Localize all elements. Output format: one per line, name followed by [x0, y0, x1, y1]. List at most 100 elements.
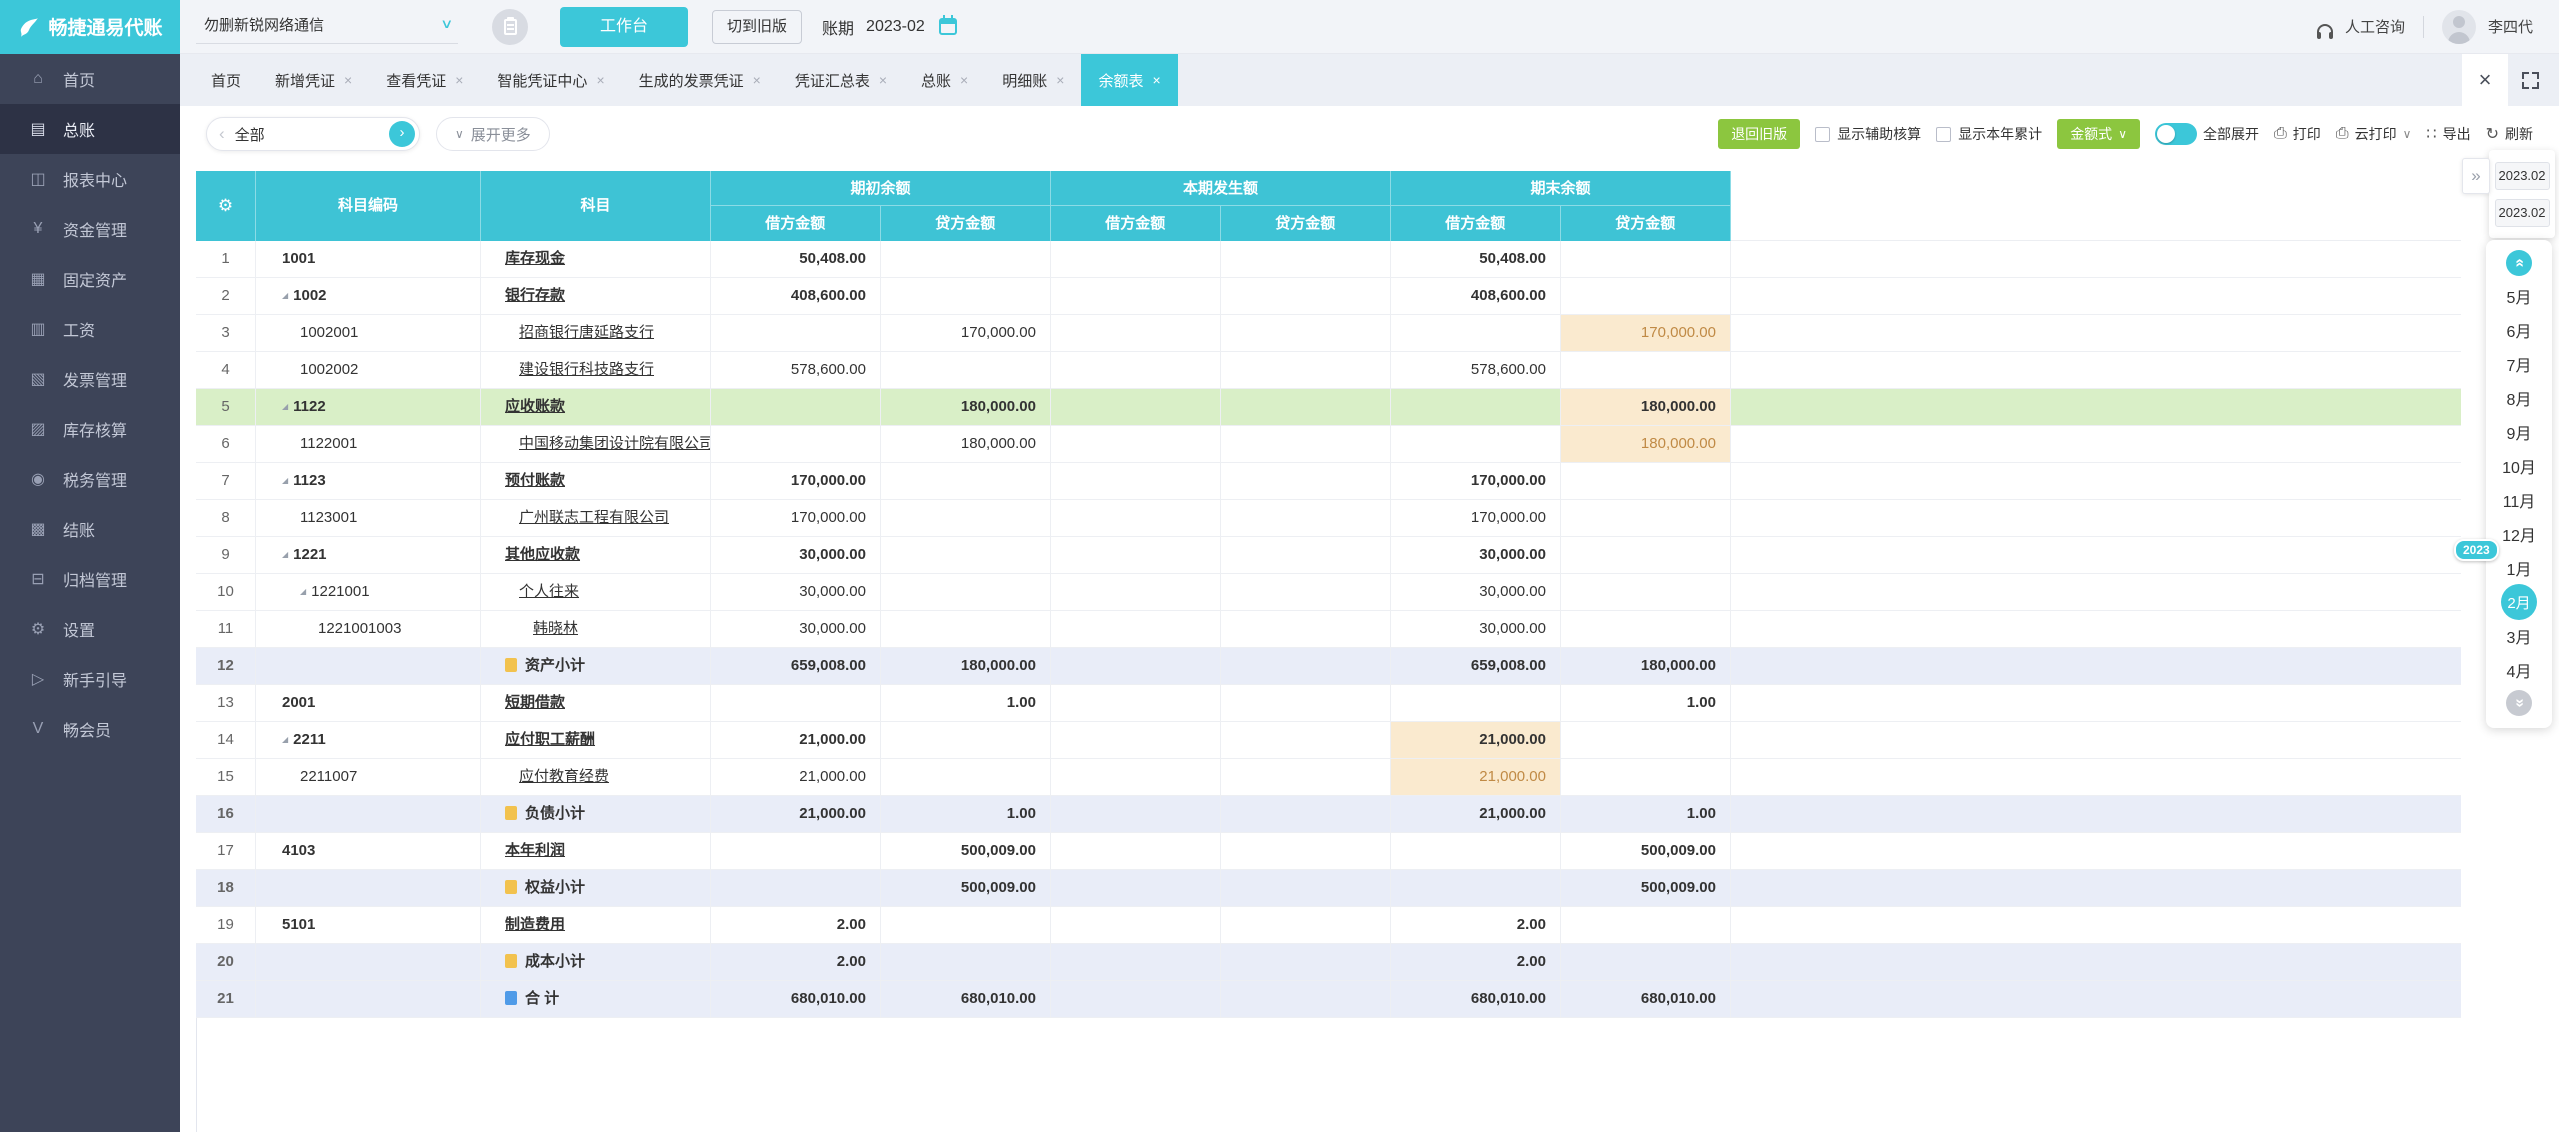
table-row[interactable]: 7 ◢ 1123 预付账款 170,000.00 170,000.00 — [196, 463, 2461, 500]
month-item[interactable]: 1月 2023 — [2454, 539, 2552, 585]
tab-close-icon[interactable]: × — [1152, 72, 1161, 88]
sidebar-item-reports[interactable]: ◫ 报表中心 — [0, 154, 180, 204]
table-row[interactable]: 15 2211007 应付教育经费 21,000.00 21,000.00 — [196, 759, 2461, 796]
tab-item[interactable]: 生成的发票凭证 × — [622, 54, 778, 106]
month-item[interactable]: 6月 — [2486, 313, 2552, 347]
table-row[interactable]: 12 资产小计 659,008.00 180,000.00 659,008.00 180,… — [196, 648, 2461, 685]
account-name-link[interactable]: 韩晓林 — [533, 620, 579, 637]
table-row[interactable]: 11 1221001003 韩晓林 30,000.00 30,000.00 — [196, 611, 2461, 648]
tab-item[interactable]: 明细账 × — [985, 54, 1081, 106]
table-row[interactable]: 9 ◢ 1221 其他应收款 30,000.00 30,000.00 — [196, 537, 2461, 574]
table-row[interactable]: 20 成本小计 2.00 2.00 — [196, 944, 2461, 981]
company-selector[interactable]: 勿删新锐网络通信 ∨ — [196, 10, 458, 44]
month-item[interactable]: 4月 — [2486, 653, 2552, 687]
sidebar-item-tax[interactable]: ◉ 税务管理 — [0, 454, 180, 504]
account-name-link[interactable]: 应收账款 — [505, 398, 566, 415]
expand-icon[interactable]: ◢ — [282, 476, 289, 485]
table-row[interactable]: 4 1002002 建设银行科技路支行 578,600.00 578,600.00 — [196, 352, 2461, 389]
table-row[interactable]: 19 5101 制造费用 2.00 2.00 — [196, 907, 2461, 944]
month-item[interactable]: 5月 — [2486, 279, 2552, 313]
scroll-down-button[interactable]: » — [2506, 690, 2532, 716]
table-row[interactable]: 1 1001 库存现金 50,408.00 50,408.00 — [196, 241, 2461, 278]
period-to-input[interactable]: 2023.02 — [2494, 198, 2550, 227]
tab-close-icon[interactable]: × — [878, 72, 888, 88]
tab-close-icon[interactable]: × — [960, 72, 969, 88]
period-from-input[interactable]: 2023.02 — [2494, 161, 2550, 190]
chevron-right-icon[interactable]: › — [389, 121, 415, 147]
print-button[interactable]: ⎙ 打印 — [2274, 124, 2321, 144]
chevron-left-icon[interactable]: ‹ — [219, 124, 225, 143]
avatar[interactable] — [2441, 9, 2476, 44]
checkbox-icon[interactable] — [1815, 126, 1831, 142]
account-name-link[interactable]: 个人往来 — [519, 583, 580, 600]
support-link[interactable]: 人工咨询 — [2344, 19, 2405, 36]
sidebar-item-assets[interactable]: ▦ 固定资产 — [0, 254, 180, 304]
month-item[interactable]: 7月 — [2486, 347, 2552, 381]
ytd-checkbox[interactable]: 显示本年累计 — [1936, 124, 2042, 144]
tab-close-icon[interactable]: × — [455, 72, 464, 88]
account-name-link[interactable]: 制造费用 — [505, 916, 566, 933]
table-row[interactable]: 17 4103 本年利润 500,009.00 500,009.00 — [196, 833, 2461, 870]
table-row[interactable]: 14 ◢ 2211 应付职工薪酬 21,000.00 21,000.00 — [196, 722, 2461, 759]
account-name-link[interactable]: 短期借款 — [505, 694, 566, 711]
expand-more-button[interactable]: ∨ 展开更多 — [436, 117, 550, 151]
table-row[interactable]: 2 ◢ 1002 银行存款 408,600.00 408,600.00 — [196, 278, 2461, 315]
month-item[interactable]: 10月 — [2486, 449, 2552, 483]
checkbox-icon[interactable] — [1936, 126, 1952, 142]
table-row[interactable]: 3 1002001 招商银行唐延路支行 170,000.00 170,000.00 — [196, 315, 2461, 352]
column-settings-gear-icon[interactable]: ⚙ — [196, 171, 256, 241]
sidebar-item-archive[interactable]: ⊟ 归档管理 — [0, 554, 180, 604]
account-name-link[interactable]: 招商银行唐延路支行 — [519, 324, 655, 341]
account-filter-select[interactable]: ‹ 全部 › — [206, 117, 420, 151]
account-name-link[interactable]: 其他应收款 — [505, 546, 581, 563]
account-name-link[interactable]: 预付账款 — [505, 472, 566, 489]
month-item[interactable]: 2月 — [2486, 584, 2552, 620]
cloud-print-button[interactable]: ⎙ 云打印 ∨ — [2336, 124, 2412, 144]
month-item[interactable]: 11月 — [2486, 483, 2552, 517]
account-name-link[interactable]: 建设银行科技路支行 — [519, 361, 655, 378]
account-name-link[interactable]: 本年利润 — [505, 842, 566, 859]
table-row[interactable]: 13 2001 短期借款 1.00 1.00 — [196, 685, 2461, 722]
workbench-button[interactable]: 工作台 — [560, 6, 689, 47]
sidebar-item-invoice[interactable]: ▧ 发票管理 — [0, 354, 180, 404]
tab-close-icon[interactable]: × — [752, 72, 761, 88]
sidebar-item-funds[interactable]: ¥ 资金管理 — [0, 204, 180, 254]
table-row[interactable]: 10 ◢ 1221001 个人往来 30,000.00 30,000.00 — [196, 574, 2461, 611]
month-item[interactable]: 12月 — [2486, 517, 2552, 551]
account-name-link[interactable]: 银行存款 — [505, 287, 566, 304]
export-button[interactable]: ∷ 导出 — [2426, 124, 2470, 144]
month-item[interactable]: 3月 — [2486, 619, 2552, 653]
sidebar-item-settings[interactable]: ⚙ 设置 — [0, 604, 180, 654]
sidebar-item-inventory[interactable]: ▨ 库存核算 — [0, 404, 180, 454]
tab-close-icon[interactable]: × — [344, 72, 353, 88]
account-name-link[interactable]: 应付教育经费 — [519, 768, 610, 785]
expand-icon[interactable]: ◢ — [282, 735, 289, 744]
expand-icon[interactable]: ◢ — [282, 291, 289, 300]
month-item[interactable]: 9月 — [2486, 415, 2552, 449]
scroll-up-button[interactable]: « — [2506, 250, 2532, 276]
tab-item[interactable]: 余额表 × — [1081, 54, 1178, 106]
table-row[interactable]: 18 权益小计 500,009.00 500,009.00 — [196, 870, 2461, 907]
tab-item[interactable]: 总账 × — [904, 54, 985, 106]
tab-item[interactable]: 新增凭证 × — [258, 54, 369, 106]
table-row[interactable]: 21 合 计 680,010.00 680,010.00 680,010.00 680,0… — [196, 981, 2461, 1018]
aux-accounting-checkbox[interactable]: 显示辅助核算 — [1815, 124, 1921, 144]
expand-icon[interactable]: ◢ — [282, 550, 289, 559]
sidebar-item-ledger[interactable]: ▤ 总账 — [0, 104, 180, 154]
month-item[interactable]: 8月 — [2486, 381, 2552, 415]
user-name[interactable]: 李四代 — [2487, 19, 2533, 36]
switch-old-version-button[interactable]: 切到旧版 — [712, 9, 803, 44]
calendar-icon[interactable] — [938, 15, 957, 35]
expand-icon[interactable]: ◢ — [282, 402, 289, 411]
tab-item[interactable]: 查看凭证 × — [369, 54, 480, 106]
sidebar-item-guide[interactable]: ▷ 新手引导 — [0, 654, 180, 704]
sidebar-item-closing[interactable]: ▩ 结账 — [0, 504, 180, 554]
expand-icon[interactable]: ◢ — [300, 587, 307, 596]
panel-collapse-button[interactable]: » — [2462, 158, 2490, 194]
table-row[interactable]: 5 ◢ 1122 应收账款 180,000.00 180,000.00 — [196, 389, 2461, 426]
refresh-button[interactable]: ↻ 刷新 — [2486, 124, 2533, 144]
account-name-link[interactable]: 广州联志工程有限公司 — [519, 509, 670, 526]
back-old-version-button[interactable]: 退回旧版 — [1718, 119, 1801, 149]
expand-all-toggle[interactable] — [2154, 123, 2197, 145]
sidebar-item-payroll[interactable]: ▥ 工资 — [0, 304, 180, 354]
